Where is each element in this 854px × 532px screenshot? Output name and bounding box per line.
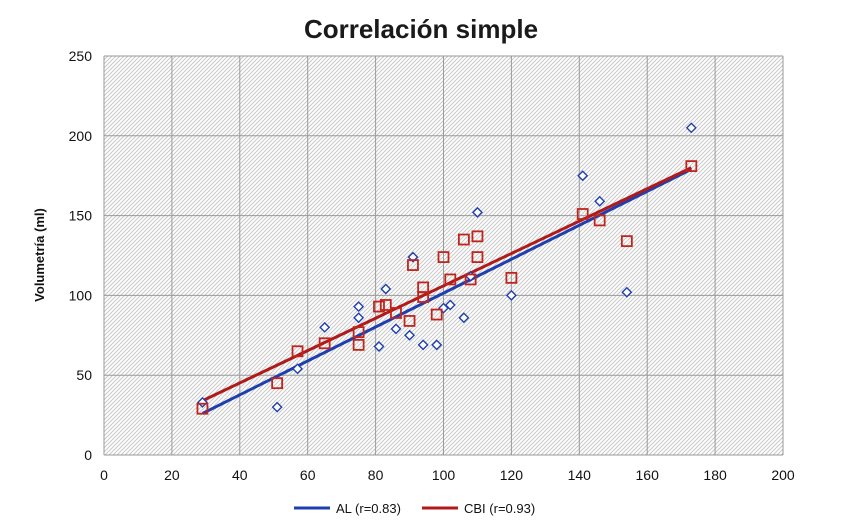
data-point-al: [621, 286, 633, 298]
data-point-al: [353, 301, 365, 313]
data-point-al: [577, 170, 589, 182]
data-point-al: [594, 195, 606, 207]
x-tick-label: 40: [232, 467, 248, 483]
data-point-cbi: [352, 326, 365, 339]
x-tick-label: 140: [568, 467, 592, 483]
legend-label-al: AL (r=0.83): [336, 501, 401, 516]
legend: AL (r=0.83) CBI (r=0.93): [294, 501, 535, 516]
data-point-cbi: [271, 377, 284, 390]
data-point-al: [380, 283, 392, 295]
data-point-cbi: [685, 160, 698, 173]
x-tick-label: 160: [636, 467, 660, 483]
trendline-al: [201, 167, 693, 415]
y-tick-label: 100: [69, 287, 93, 303]
x-tick-label: 100: [432, 467, 456, 483]
data-point-al: [505, 289, 517, 301]
x-tick-label: 0: [100, 467, 108, 483]
data-point-al: [404, 329, 416, 341]
data-point-al: [390, 323, 402, 335]
y-tick-label: 250: [69, 48, 93, 64]
data-point-cbi: [417, 291, 430, 303]
data-point-al: [471, 206, 483, 218]
data-point-al: [417, 339, 429, 351]
data-point-al: [444, 299, 456, 311]
y-tick-label: 200: [69, 128, 93, 144]
data-point-cbi: [352, 338, 365, 351]
chart-title: Correlación simple: [304, 14, 538, 44]
gridlines: [103, 55, 784, 456]
data-point-al: [292, 363, 304, 375]
data-point-cbi: [437, 251, 450, 263]
y-axis-label: Volumetría (ml): [32, 208, 47, 302]
y-tick-label: 150: [69, 208, 93, 224]
data-point-al: [373, 340, 385, 352]
data-point-cbi: [593, 214, 606, 227]
data-point-cbi: [373, 300, 385, 313]
data-point-al: [319, 321, 331, 333]
data-point-cbi: [576, 208, 589, 220]
data-point-cbi: [464, 273, 477, 286]
y-tick-label: 50: [76, 367, 92, 383]
x-tick-label: 20: [164, 467, 180, 483]
data-point-al: [353, 312, 365, 324]
data-point-cbi: [291, 345, 304, 358]
data-markers: [196, 122, 698, 415]
legend-label-cbi: CBI (r=0.93): [464, 501, 535, 516]
data-point-cbi: [471, 251, 484, 263]
data-point-al: [271, 401, 283, 413]
data-point-cbi: [379, 299, 392, 311]
data-point-cbi: [390, 307, 402, 319]
data-point-cbi: [457, 233, 470, 246]
data-point-al: [685, 122, 697, 134]
data-point-al: [458, 312, 470, 324]
x-tick-label: 120: [500, 467, 524, 483]
y-tick-label: 0: [84, 447, 92, 463]
data-point-cbi: [407, 259, 419, 271]
data-point-cbi: [471, 230, 484, 243]
data-point-cbi: [505, 271, 518, 284]
y-axis-ticks: 0 50 100 150 200 250: [69, 48, 93, 463]
data-point-al: [431, 339, 443, 351]
x-tick-label: 180: [703, 467, 727, 483]
x-tick-label: 60: [300, 467, 316, 483]
data-point-cbi: [196, 402, 209, 415]
x-tick-label: 80: [368, 467, 384, 483]
x-axis-ticks: 0 20 40 60 80 100 120 140 160 180 200: [100, 467, 795, 483]
data-point-cbi: [444, 273, 457, 286]
data-point-cbi: [403, 315, 416, 327]
x-tick-label: 200: [771, 467, 795, 483]
data-point-cbi: [318, 337, 331, 350]
data-point-cbi: [620, 235, 633, 248]
data-point-cbi: [430, 308, 443, 321]
